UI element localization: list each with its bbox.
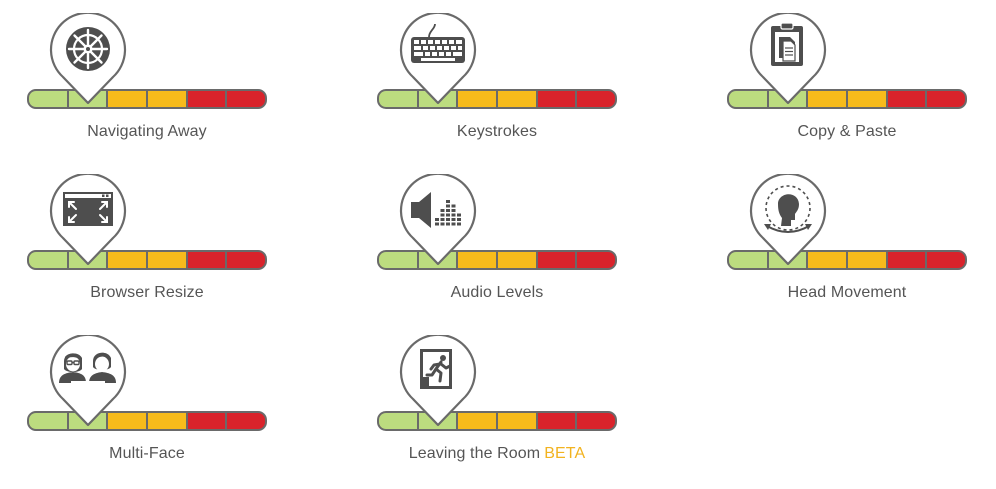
gauge-segment-medium: [148, 91, 188, 107]
audio-levels-icon: [411, 192, 461, 228]
feature-label-text: Browser Resize: [90, 284, 204, 301]
browser-resize-icon: [63, 192, 113, 226]
ship-wheel-icon: [66, 27, 110, 71]
feature-tile-multi-face: Multi-Face: [27, 335, 267, 485]
gauge-segment-low: [379, 252, 419, 268]
gauge-segment-low: [729, 91, 769, 107]
gauge-segment-high: [537, 91, 578, 107]
gauge-segment-medium: [148, 413, 188, 429]
feature-label-text: Copy & Paste: [797, 123, 897, 140]
feature-label: Audio Levels: [377, 284, 617, 302]
gauge-segment-medium: [848, 91, 888, 107]
feature-label: Leaving the Room BETA: [377, 445, 617, 463]
gauge-segment-high: [887, 91, 928, 107]
map-pin: [749, 174, 827, 266]
gauge-segment-low: [379, 91, 419, 107]
map-pin: [399, 174, 477, 266]
head-movement-icon: [764, 185, 812, 233]
feature-tile-navigating-away: Navigating Away: [27, 13, 267, 163]
multi-face-icon: [59, 352, 116, 383]
map-pin: [399, 335, 477, 427]
feature-tile-head-movement: Head Movement: [727, 174, 967, 324]
feature-label: Multi-Face: [27, 445, 267, 463]
beta-badge: BETA: [544, 445, 586, 462]
gauge-segment-high: [187, 413, 228, 429]
gauge-segment-low: [379, 413, 419, 429]
feature-tile-leaving-room: Leaving the Room BETA: [377, 335, 617, 485]
gauge-segment-medium: [498, 252, 538, 268]
map-pin: [399, 13, 477, 105]
gauge-segment-high: [537, 413, 578, 429]
feature-label-text: Audio Levels: [450, 284, 544, 301]
feature-label: Navigating Away: [27, 123, 267, 141]
gauge-segment-low: [29, 413, 69, 429]
gauge-segment-high: [927, 91, 965, 107]
gauge-segment-medium: [458, 413, 499, 429]
gauge-segment-medium: [498, 91, 538, 107]
gauge-segment-medium: [108, 413, 149, 429]
gauge-segment-medium: [458, 91, 499, 107]
gauge-segment-high: [577, 252, 615, 268]
gauge-segment-medium: [808, 252, 849, 268]
gauge-segment-medium: [458, 252, 499, 268]
feature-label-text: Head Movement: [787, 284, 907, 301]
risk-gauge: [27, 250, 267, 270]
feature-label: Browser Resize: [27, 284, 267, 302]
gauge-segment-low: [29, 91, 69, 107]
exit-room-icon: [420, 349, 452, 389]
map-pin: [49, 174, 127, 266]
keyboard-icon: [411, 23, 465, 63]
clipboard-copy-icon: [771, 22, 803, 66]
gauge-segment-high: [227, 413, 265, 429]
map-pin: [49, 13, 127, 105]
gauge-segment-low: [729, 252, 769, 268]
feature-label-text: Navigating Away: [87, 123, 207, 140]
gauge-segment-medium: [808, 91, 849, 107]
feature-tile-copy-paste: Copy & Paste: [727, 13, 967, 163]
feature-label: Copy & Paste: [727, 123, 967, 141]
feature-label: Head Movement: [727, 284, 967, 302]
gauge-segment-high: [537, 252, 578, 268]
feature-label-text: Leaving the Room: [408, 445, 541, 462]
gauge-segment-high: [577, 413, 615, 429]
risk-gauge: [27, 411, 267, 431]
gauge-segment-high: [887, 252, 928, 268]
gauge-segment-low: [29, 252, 69, 268]
feature-label: Keystrokes: [377, 123, 617, 141]
gauge-segment-high: [927, 252, 965, 268]
gauge-segment-medium: [108, 252, 149, 268]
gauge-segment-medium: [498, 413, 538, 429]
gauge-segment-high: [577, 91, 615, 107]
feature-tile-browser-resize: Browser Resize: [27, 174, 267, 324]
map-pin: [749, 13, 827, 105]
gauge-segment-high: [187, 252, 228, 268]
gauge-segment-medium: [108, 91, 149, 107]
gauge-segment-high: [187, 91, 228, 107]
feature-tile-keystrokes: Keystrokes: [377, 13, 617, 163]
gauge-segment-medium: [848, 252, 888, 268]
gauge-segment-high: [227, 252, 265, 268]
feature-tile-audio-levels: Audio Levels: [377, 174, 617, 324]
gauge-segment-medium: [148, 252, 188, 268]
gauge-segment-high: [227, 91, 265, 107]
feature-label-text: Keystrokes: [456, 123, 538, 140]
risk-gauge: [377, 250, 617, 270]
map-pin: [49, 335, 127, 427]
feature-label-text: Multi-Face: [109, 445, 185, 462]
